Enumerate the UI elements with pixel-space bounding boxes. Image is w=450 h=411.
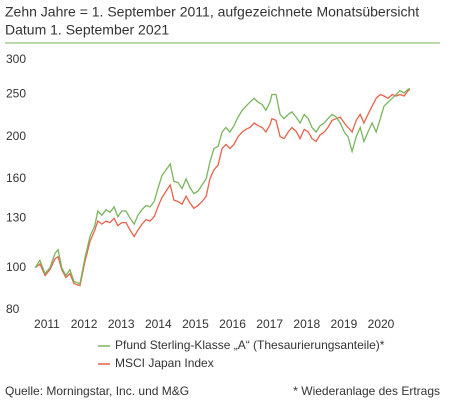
legend-label: Pfund Sterling-Klasse „A“ (Thesaurierung… — [115, 338, 385, 352]
y-tick-label: 160 — [6, 171, 26, 185]
y-tick-label: 80 — [6, 302, 20, 316]
x-tick-label: 2016 — [219, 317, 246, 331]
x-tick-label: 2020 — [368, 317, 395, 331]
y-tick-label: 300 — [6, 52, 26, 66]
x-tick-label: 2012 — [71, 317, 98, 331]
x-tick-label: 2017 — [256, 317, 283, 331]
x-tick-label: 2013 — [108, 317, 135, 331]
chart-title: Zehn Jahre = 1. September 2011, aufgezei… — [5, 4, 419, 20]
y-tick-label: 100 — [6, 260, 26, 274]
x-tick-label: 2011 — [34, 317, 60, 331]
series-line — [34, 87, 411, 285]
footnote: * Wiederanlage des Ertrags — [293, 384, 440, 398]
chart-subtitle: Datum 1. September 2021 — [5, 22, 169, 38]
x-tick-label: 2018 — [293, 317, 320, 331]
x-tick-label: 2015 — [182, 317, 209, 331]
y-tick-label: 250 — [6, 87, 26, 101]
x-tick-label: 2014 — [145, 317, 172, 331]
series-line — [34, 88, 411, 287]
y-tick-label: 200 — [6, 129, 26, 143]
x-tick-label: 2019 — [331, 317, 358, 331]
y-tick-label: 130 — [6, 210, 26, 224]
source: Quelle: Morningstar, Inc. und M&G — [5, 384, 189, 398]
legend-label: MSCI Japan Index — [115, 356, 214, 370]
